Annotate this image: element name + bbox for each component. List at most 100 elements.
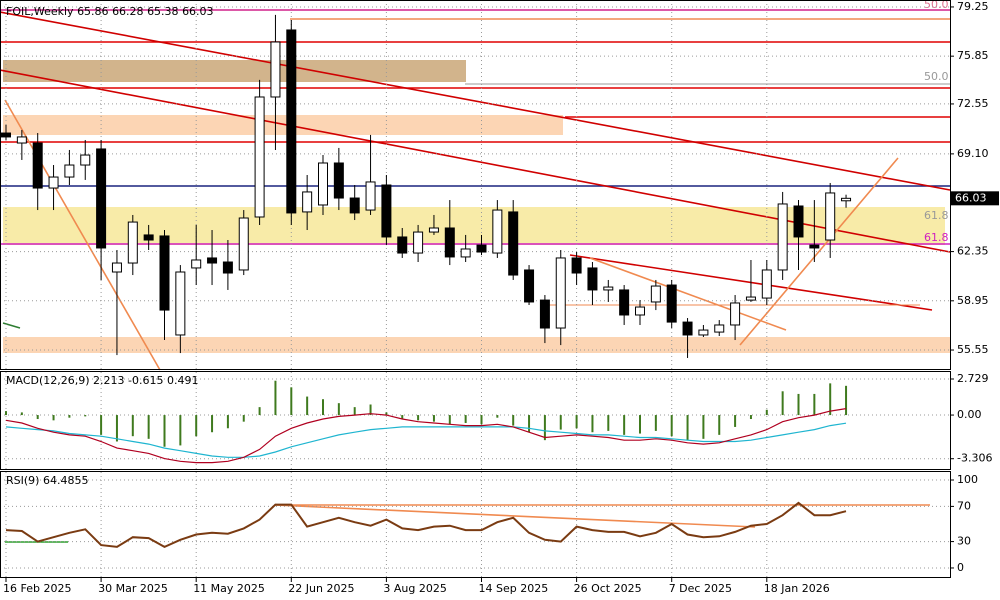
candle-body: [191, 259, 202, 269]
rsi-value: 64.4855: [43, 474, 89, 487]
panel-frame: [0, 471, 951, 578]
macd-value: 0.491: [167, 374, 199, 387]
candle-body: [96, 148, 107, 249]
y-tick-label: 30: [957, 535, 971, 548]
candle-body: [793, 205, 804, 238]
x-tick-label: 3 Aug 2025: [383, 582, 446, 595]
trendline: [0, 69, 951, 253]
trendlines: [0, 11, 951, 543]
candle-body: [698, 329, 709, 336]
trendline: [589, 257, 787, 331]
trendline: [0, 11, 951, 191]
candle-body: [222, 261, 233, 274]
y-tick-label: 79.25: [957, 0, 989, 13]
candle-body: [825, 192, 836, 241]
candle-body: [587, 267, 598, 291]
candle-body: [428, 227, 439, 233]
y-tick-label: 69.10: [957, 147, 989, 160]
candle-body: [539, 299, 550, 329]
low-value: 65.38: [147, 5, 179, 18]
y-tick-label: 75.85: [957, 49, 989, 62]
panel-frame: [0, 371, 951, 470]
y-tick-label: 55.55: [957, 343, 989, 356]
candle-body: [571, 257, 582, 274]
main-header: FOIL,Weekly 65.86 66.28 65.38 66.03: [6, 5, 214, 18]
candle-body: [270, 41, 281, 98]
y-tick-label: -3.306: [957, 452, 992, 465]
trendline: [739, 157, 899, 346]
indicator-line: [5, 501, 847, 549]
y-tick-label: 70: [957, 499, 971, 512]
candle-body: [508, 211, 519, 276]
indicator-line: [5, 408, 847, 464]
panel-frame: [0, 0, 951, 370]
rsi-trendline: [274, 504, 756, 528]
macd-value: 2.213: [93, 374, 125, 387]
candle-body: [80, 154, 91, 166]
x-tick-label: 7 Dec 2025: [669, 582, 732, 595]
y-tick-label: 58.95: [957, 294, 989, 307]
x-tick-label: 18 Jan 2026: [764, 582, 830, 595]
y-tick-label: 62.35: [957, 245, 989, 258]
y-tick-label: 0: [957, 561, 964, 574]
trendline: [4, 99, 161, 371]
y-tick-label: 100: [957, 473, 978, 486]
candle-body: [127, 221, 138, 264]
high-value: 66.28: [112, 5, 144, 18]
zone: [3, 337, 950, 353]
candle-body: [841, 197, 852, 202]
candle-body: [619, 289, 630, 316]
candle-body: [48, 176, 59, 189]
macd-value: -0.615: [128, 374, 163, 387]
candle-body: [16, 136, 27, 144]
candle-body: [777, 203, 788, 271]
candle-body: [650, 285, 661, 303]
frames: [0, 0, 951, 578]
candle-body: [635, 306, 645, 316]
rsi-header: RSI(9) 64.4855: [6, 474, 88, 487]
y-tick-label: 72.55: [957, 97, 989, 110]
candle-body: [666, 284, 677, 323]
candle-body: [159, 235, 170, 311]
candle-body: [730, 302, 741, 326]
symbol: FOIL,Weekly: [6, 5, 74, 18]
candle-body: [302, 191, 313, 213]
close-value: 66.03: [182, 5, 214, 18]
macd-title: MACD(12,26,9): [6, 374, 90, 387]
trendline: [2, 322, 21, 329]
candle-body: [714, 324, 725, 333]
candle-body: [682, 321, 693, 336]
fib-label: 61.8: [924, 231, 949, 244]
candle-body: [460, 248, 471, 258]
y-tick-label: 2.729: [957, 372, 989, 385]
candle-body: [413, 231, 424, 254]
x-tick-label: 16 Feb 2025: [3, 582, 71, 595]
candle-body: [111, 262, 122, 273]
price-tag-label: 66.03: [955, 191, 987, 204]
fib-label: 50.0: [924, 0, 949, 11]
candle-body: [207, 257, 218, 264]
candle-body: [381, 184, 392, 238]
candle-body: [143, 234, 154, 241]
candle-body: [1, 132, 11, 138]
candle-body: [64, 164, 75, 178]
candle-body: [444, 227, 455, 258]
price-tag: [951, 191, 999, 206]
x-tick-label: 30 Mar 2025: [98, 582, 168, 595]
candle-body: [809, 244, 820, 249]
candle-body: [524, 269, 535, 303]
candle-body: [238, 217, 249, 271]
x-tick-label: 11 May 2025: [193, 582, 265, 595]
fib-label: 50.0: [924, 70, 949, 83]
candle-body: [286, 29, 297, 214]
candle-body: [476, 244, 487, 253]
fib-label: 61.8: [924, 209, 949, 222]
x-tick-label: 14 Sep 2025: [479, 582, 549, 595]
candle-body: [318, 162, 328, 206]
candle-body: [761, 269, 772, 299]
candle-body: [555, 257, 566, 329]
candle-body: [603, 286, 614, 291]
